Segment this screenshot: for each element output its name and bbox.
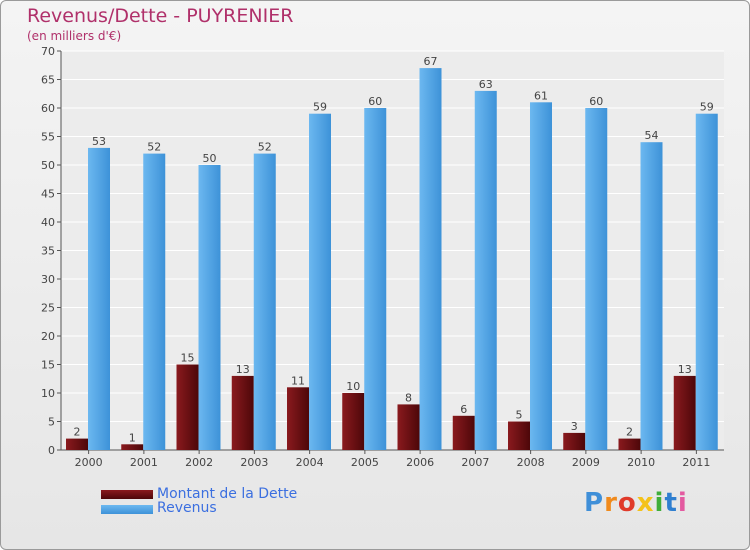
x-tick-label-2007: 2007 [461,456,489,469]
bar-dette-2002 [176,364,199,450]
data-label-revenus-2008: 61 [534,89,548,102]
bar-dette-2003 [231,375,254,450]
logo-letter: x [636,488,655,518]
bar-revenus-2004 [309,113,331,450]
y-tick-label: 5 [48,416,55,429]
y-tick-label: 25 [41,302,55,315]
bar-dette-2008 [508,421,530,450]
data-label-dette-2009: 3 [571,420,578,433]
y-tick-label: 45 [41,188,55,201]
bar-revenus-2006 [419,68,442,450]
bar-dette-2001 [121,444,144,450]
legend-label-revenus: Revenus [157,500,217,516]
bar-dette-2009 [563,432,586,450]
data-label-revenus-2011: 59 [700,101,714,114]
y-tick-label: 30 [41,273,55,286]
bar-revenus-2003 [253,153,276,450]
bar-revenus-2007 [474,90,497,451]
proxiti-logo: Proxiti [584,488,688,518]
logo-letter: i [654,488,665,518]
data-label-dette-2003: 13 [236,363,250,376]
y-tick-label: 0 [48,444,55,457]
legend-swatch-dette [101,490,153,499]
bar-revenus-2008 [530,102,552,451]
bar-dette-2000 [66,438,88,450]
x-tick-label-2011: 2011 [682,456,710,469]
data-label-revenus-2004: 59 [313,101,327,114]
x-tick-label-2006: 2006 [406,456,434,469]
chart-title: Revenus/Dette - PUYRENIER [27,5,294,27]
data-label-revenus-2002: 50 [203,152,217,165]
bar-revenus-2002 [198,165,221,450]
data-label-revenus-2001: 52 [147,141,161,154]
logo-letter: i [677,488,688,518]
bar-revenus-2005 [364,108,387,450]
bar-dette-2004 [287,387,309,450]
x-tick-label-2003: 2003 [240,456,268,469]
data-label-revenus-2006: 67 [424,55,438,68]
data-label-dette-2007: 6 [460,403,467,416]
bar-dette-2006 [397,404,420,450]
bar-revenus-2001 [143,153,166,450]
logo-letter: t [664,488,678,518]
data-label-dette-2002: 15 [181,352,195,365]
y-tick-label: 60 [41,102,55,115]
bar-dette-2005 [342,393,365,450]
data-label-revenus-2007: 63 [479,78,493,91]
y-tick-label: 15 [41,359,55,372]
y-tick-label: 50 [41,159,55,172]
bar-dette-2007 [452,415,475,450]
bar-dette-2010 [618,438,641,450]
y-tick-label: 70 [41,45,55,58]
data-label-dette-2006: 8 [405,391,412,404]
y-tick-label: 35 [41,245,55,258]
bar-revenus-2009 [585,108,608,450]
legend-swatch-revenus [101,505,153,514]
x-tick-label-2001: 2001 [130,456,158,469]
bar-revenus-2010 [640,142,663,450]
logo-letter: o [617,488,637,518]
y-tick-label: 55 [41,131,55,144]
data-label-revenus-2003: 52 [258,141,272,154]
bar-revenus-2011 [695,113,718,450]
data-label-dette-2011: 13 [678,363,692,376]
data-label-dette-2001: 1 [129,431,136,444]
legend-label-dette: Montant de la Dette [157,486,298,502]
x-tick-label-2000: 2000 [75,456,103,469]
y-tick-label: 40 [41,216,55,229]
data-label-dette-2008: 5 [516,409,523,422]
x-tick-label-2002: 2002 [185,456,213,469]
data-label-dette-2010: 2 [626,426,633,439]
y-tick-label: 20 [41,330,55,343]
x-tick-label-2005: 2005 [351,456,379,469]
y-tick-label: 65 [41,74,55,87]
data-label-dette-2005: 10 [346,380,360,393]
y-tick-label: 10 [41,387,55,400]
data-label-dette-2004: 11 [291,374,305,387]
bar-revenus-2000 [88,147,110,450]
logo-letter: r [604,488,618,518]
bar-dette-2011 [673,375,696,450]
x-tick-label-2008: 2008 [517,456,545,469]
data-label-revenus-2009: 60 [589,95,603,108]
logo-letter: P [584,488,605,518]
chart-subtitle: (en milliers d'€) [27,29,122,43]
x-tick-label-2010: 2010 [627,456,655,469]
x-tick-label-2009: 2009 [572,456,600,469]
data-label-dette-2000: 2 [74,426,81,439]
data-label-revenus-2010: 54 [645,129,659,142]
data-label-revenus-2000: 53 [92,135,106,148]
x-tick-label-2004: 2004 [296,456,324,469]
data-label-revenus-2005: 60 [368,95,382,108]
